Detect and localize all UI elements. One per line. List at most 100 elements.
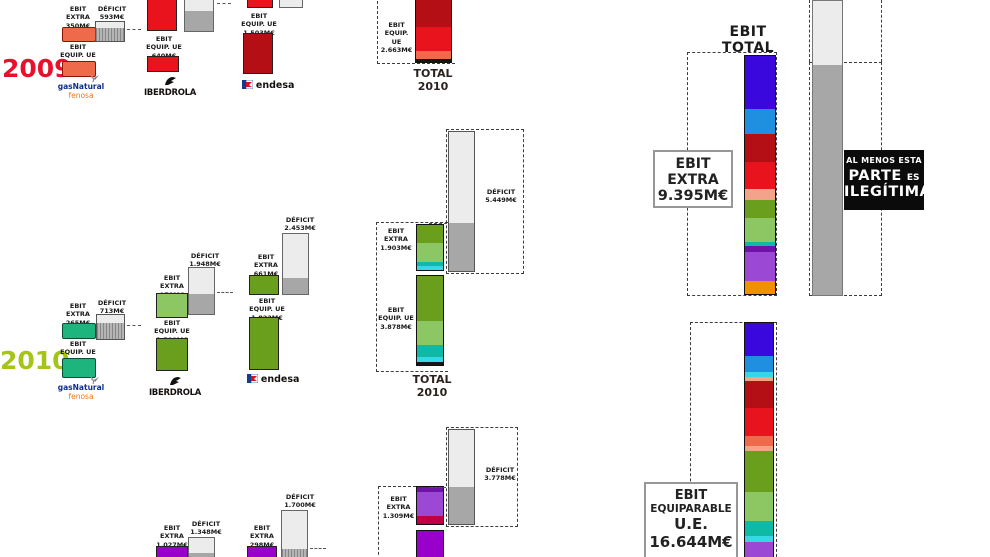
stack-segment [417,362,443,365]
bar-en-2009-deficit-cut [279,0,303,8]
logo-gasnatural-text: gasNatural [57,383,105,392]
reference-dash [217,3,231,4]
stack-segment [745,371,773,377]
stack-segment [282,549,307,557]
total-2009-dashed-frame [377,0,455,64]
label-ib-2011-deficit: DÉFICIT 1.348M€ [190,520,222,537]
stack-segment [745,380,773,409]
label-en-2009-ebit-equip-ue: EBIT EQUIP. UE 1.503M€ [241,12,277,37]
stack-segment [185,0,213,11]
stack-segment [417,225,443,244]
stack-segment [189,553,214,557]
label-total-2010-ebit-equip-ue: EBIT EQUIP. UE 3.878M€ [378,306,414,331]
stack-segment [97,323,124,339]
label-en-2011-ebit-extra: EBIT EXTRA 298M€ [249,524,275,549]
deficit-2010-dashed-frame [446,129,524,274]
stack-segment [283,278,308,294]
stack-segment [745,445,773,451]
illegitimate-annotation-box: AL MENOS ESTA PARTE ES ILEGÍTIMA [844,150,931,210]
total-2010-extra-stack [416,224,444,271]
label-total-2011-ebit-extra: EBIT EXTRA 1.309M€ [382,495,415,520]
stack-segment [282,511,307,549]
stack-segment [745,521,773,537]
total-2011-equip-stack-cut [416,530,444,557]
stack-segment [745,242,775,247]
stack-segment [416,27,451,52]
logo-endesa: endesa [238,79,298,92]
bar-ib-2009-deficit-cut [184,0,214,32]
annotation-es: ES [906,173,920,183]
label-en-2010-ebit-extra: EBIT EXTRA 661M€ [253,253,279,278]
endesa-flag-icon [241,79,253,90]
stack-segment [417,345,443,358]
reference-dash [127,325,141,326]
stack-segment [745,162,775,189]
stack-segment [96,28,124,41]
bar-en-2011-ebit-extra [247,546,277,557]
total-2010-title: TOTAL 2010 [412,373,452,399]
bar-en-2010-deficit [282,233,309,295]
stack-segment [417,487,443,492]
stack-segment [745,281,775,295]
logo-iberdrola: IBERDROLA [140,76,200,99]
butterfly-icon [90,73,99,83]
stack-segment [745,436,773,446]
bar-ib-2010-deficit [188,267,215,315]
stack-segment [449,132,474,223]
label-gn-2010-deficit: DÉFICIT 713M€ [97,299,127,316]
eagle-icon [169,377,181,385]
total-2010-equip-stack [416,275,444,366]
reference-dash [429,223,447,224]
bar-gn-2010-deficit [96,314,125,340]
stack-segment [417,516,443,525]
ebit-extra-line2: EXTRA [667,172,719,188]
reference-dash [217,292,233,293]
bar-en-2010-ebit-equip-ue [249,317,279,370]
bar-en-2009-ebit-equip-ue [243,33,273,74]
annotation-parte: PARTE [848,168,902,184]
stack-segment [416,59,451,62]
stack-segment [813,64,842,295]
stack-segment [745,536,773,543]
stack-segment [189,538,214,553]
total-2011-extra-stack [416,486,444,525]
ebit-equiparable-line1: EBIT [674,488,708,503]
butterfly-icon [90,375,99,385]
stack-segment [813,1,842,65]
bar-gn-2010-ebit-equip-ue [62,358,96,378]
label-en-2011-deficit: DÉFICIT 1.700M€ [284,493,316,510]
stack-segment [417,262,443,267]
logo-fenosa-text: fenosa [68,90,94,100]
deficit-2011-column [448,429,475,525]
label-total-2011-deficit: DÉFICIT 3.778M€ [484,466,516,483]
stack-segment [745,108,775,135]
logo-iberdrola-text: IBERDROLA [148,387,202,398]
stack-segment [745,450,773,492]
stack-segment [745,491,773,522]
total-2010-dashed-frame [376,222,448,372]
annotation-line2: PARTE ES [848,165,919,184]
logo-endesa-text: endesa [255,80,295,91]
stack-segment [97,315,124,323]
ebit-equiparable-value: 16.644M€ [649,533,733,551]
reference-dash [310,548,326,549]
bar-ib-2010-ebit-extra [156,293,188,318]
logo-iberdrola: IBERDROLA [144,376,206,399]
label-ib-2009-ebit-equip-ue: EBIT EQUIP. UE 640M€ [146,35,182,60]
eagle-icon [164,77,176,85]
ebit-total-column [744,55,776,295]
stack-segment [449,430,474,487]
stack-segment [745,355,773,372]
ebit-equiparable-dashed-frame [690,322,777,557]
logo-endesa: endesa [242,373,304,386]
bar-en-2011-deficit [281,510,308,557]
stack-segment [417,320,443,346]
deficit-total-column [812,0,843,296]
bar-gn-2009-deficit [95,21,125,42]
ebit-equiparable-line2: EQUIPARABLE [650,503,732,515]
bar-en-2009-cut [247,0,273,8]
stack-segment [96,22,124,28]
ebit-equiparable-line3: U.E. [674,515,708,533]
stack-segment [449,222,474,271]
